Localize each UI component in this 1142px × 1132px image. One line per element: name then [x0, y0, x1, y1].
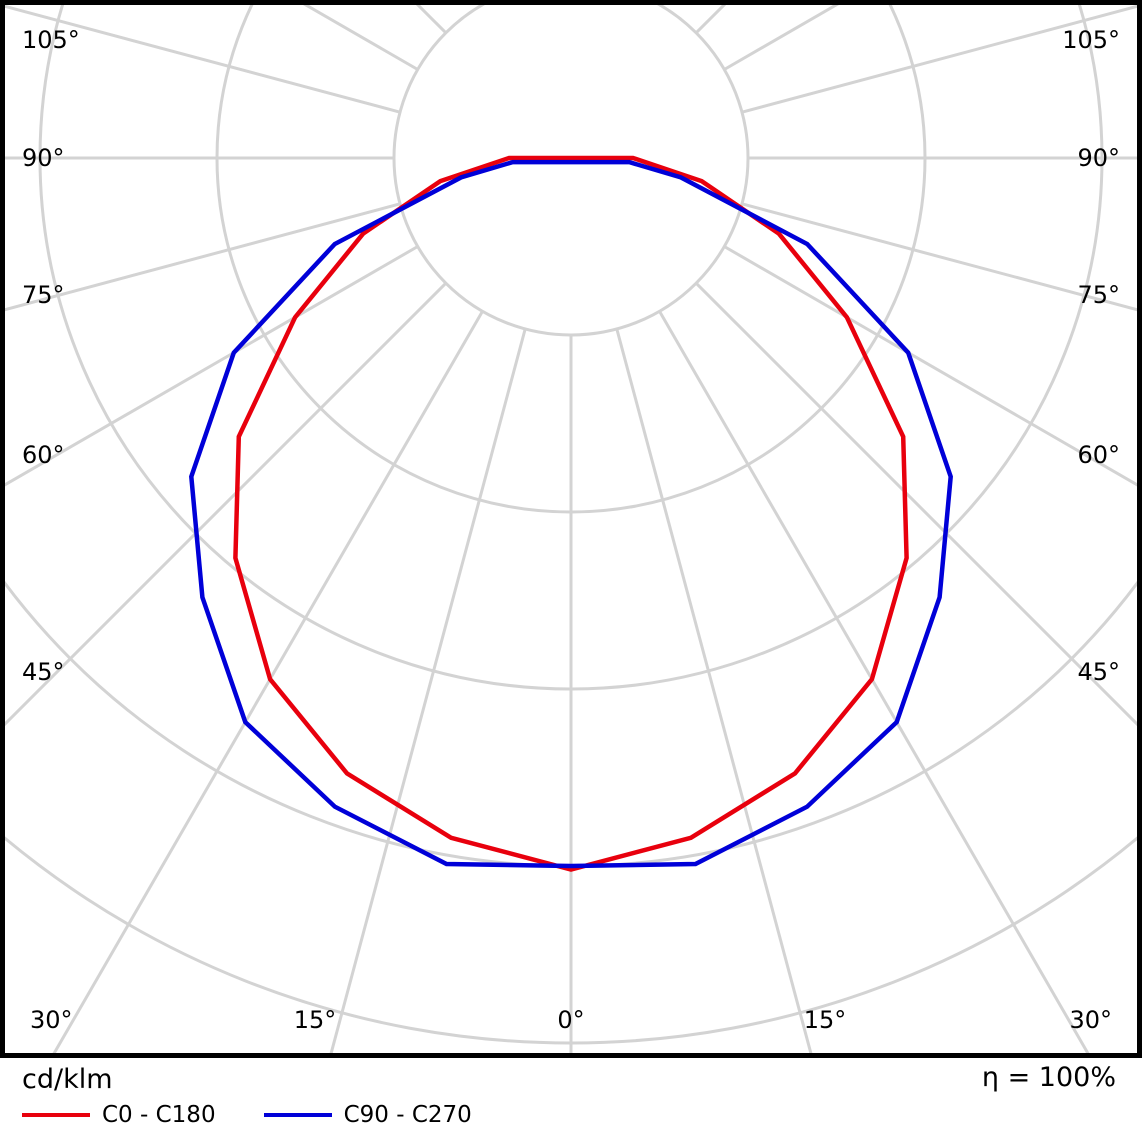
series-c0-c180-swatch: [22, 1113, 90, 1117]
series-c0-c180-label: C0 - C180: [102, 1102, 216, 1128]
grid-spoke: [741, 202, 1137, 312]
grid-spoke: [302, 5, 419, 71]
grid-spoke: [658, 310, 1090, 1053]
plot-border: [0, 0, 1142, 1058]
polar-grid-and-curves: [5, 5, 1137, 1053]
grid-spoke: [615, 328, 813, 1053]
legend: C0 - C180 C90 - C270: [22, 1102, 472, 1128]
grid-spoke: [5, 282, 447, 727]
grid-spoke: [52, 310, 484, 1053]
grid-spoke: [5, 5, 401, 114]
grid-spoke: [5, 245, 419, 487]
grid-spoke: [741, 5, 1137, 114]
grid-ring: [392, 5, 750, 337]
grid-spoke: [723, 5, 840, 71]
polar-chart: [0, 0, 1142, 1058]
curve-c0-c180: [233, 155, 909, 872]
grid-spoke: [695, 282, 1137, 727]
curve-c90-c270: [189, 159, 953, 869]
grid-spoke: [329, 328, 527, 1053]
series-c90-c270-label: C90 - C270: [343, 1102, 472, 1128]
grid-spoke: [723, 245, 1137, 487]
efficiency-label: η = 100%: [981, 1062, 1116, 1093]
units-label: cd/klm: [22, 1064, 113, 1095]
series-c90-c270-swatch: [263, 1113, 332, 1117]
grid-spoke: [5, 202, 401, 312]
